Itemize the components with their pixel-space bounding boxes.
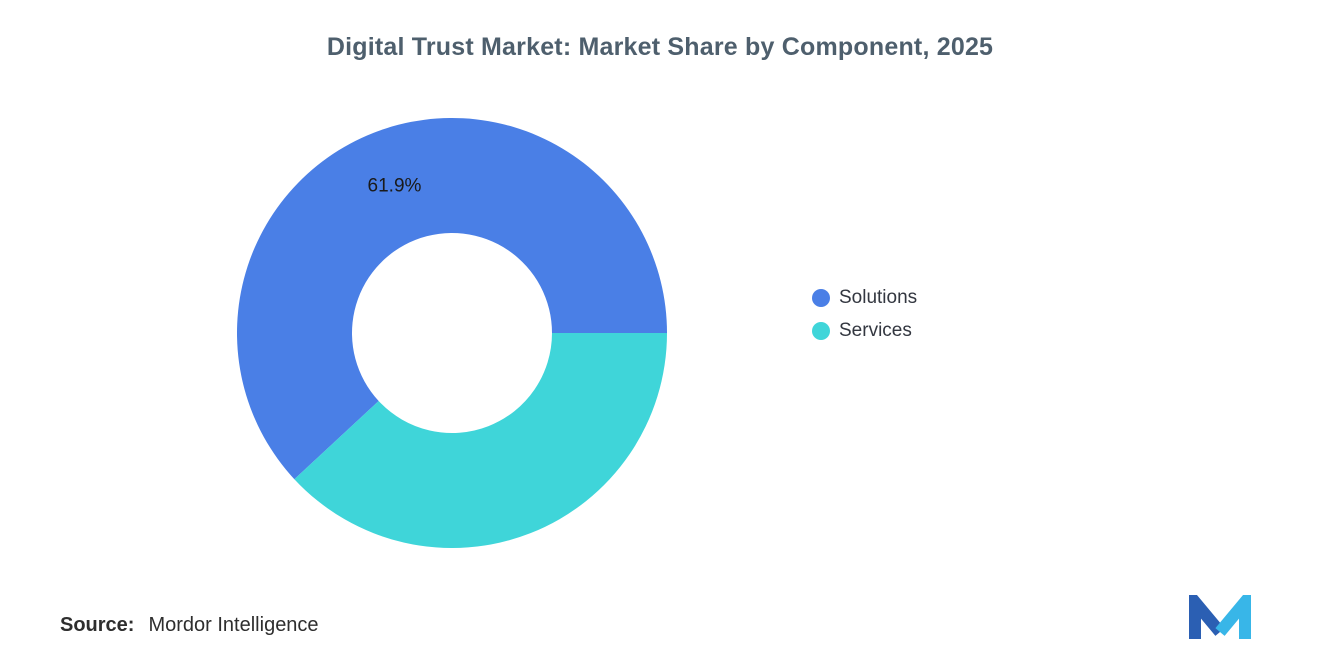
- legend-marker-solutions: [812, 289, 830, 307]
- donut-chart: 61.9%: [237, 118, 667, 548]
- logo-right-stroke: [1215, 595, 1251, 639]
- legend-item-solutions[interactable]: Solutions: [812, 284, 917, 312]
- legend-label-solutions: Solutions: [839, 287, 918, 308]
- source-note: Source: Mordor Intelligence: [60, 614, 319, 637]
- donut-chart-area: 61.9%: [237, 118, 667, 548]
- chart-legend: Solutions Services: [812, 284, 917, 345]
- source-value: Mordor Intelligence: [148, 614, 319, 636]
- legend-item-services[interactable]: Services: [812, 317, 917, 345]
- donut-slice-services[interactable]: [294, 333, 667, 548]
- legend-marker-services: [812, 322, 830, 340]
- legend-label-services: Services: [839, 320, 912, 341]
- source-label: Source:: [60, 614, 135, 636]
- logo-left-stroke: [1189, 595, 1225, 639]
- donut-slice-solutions[interactable]: [237, 118, 667, 480]
- chart-title: Digital Trust Market: Market Share by Co…: [326, 33, 994, 61]
- mordor-intelligence-logo: [1188, 595, 1252, 642]
- slice-data-label: 61.9%: [368, 175, 422, 196]
